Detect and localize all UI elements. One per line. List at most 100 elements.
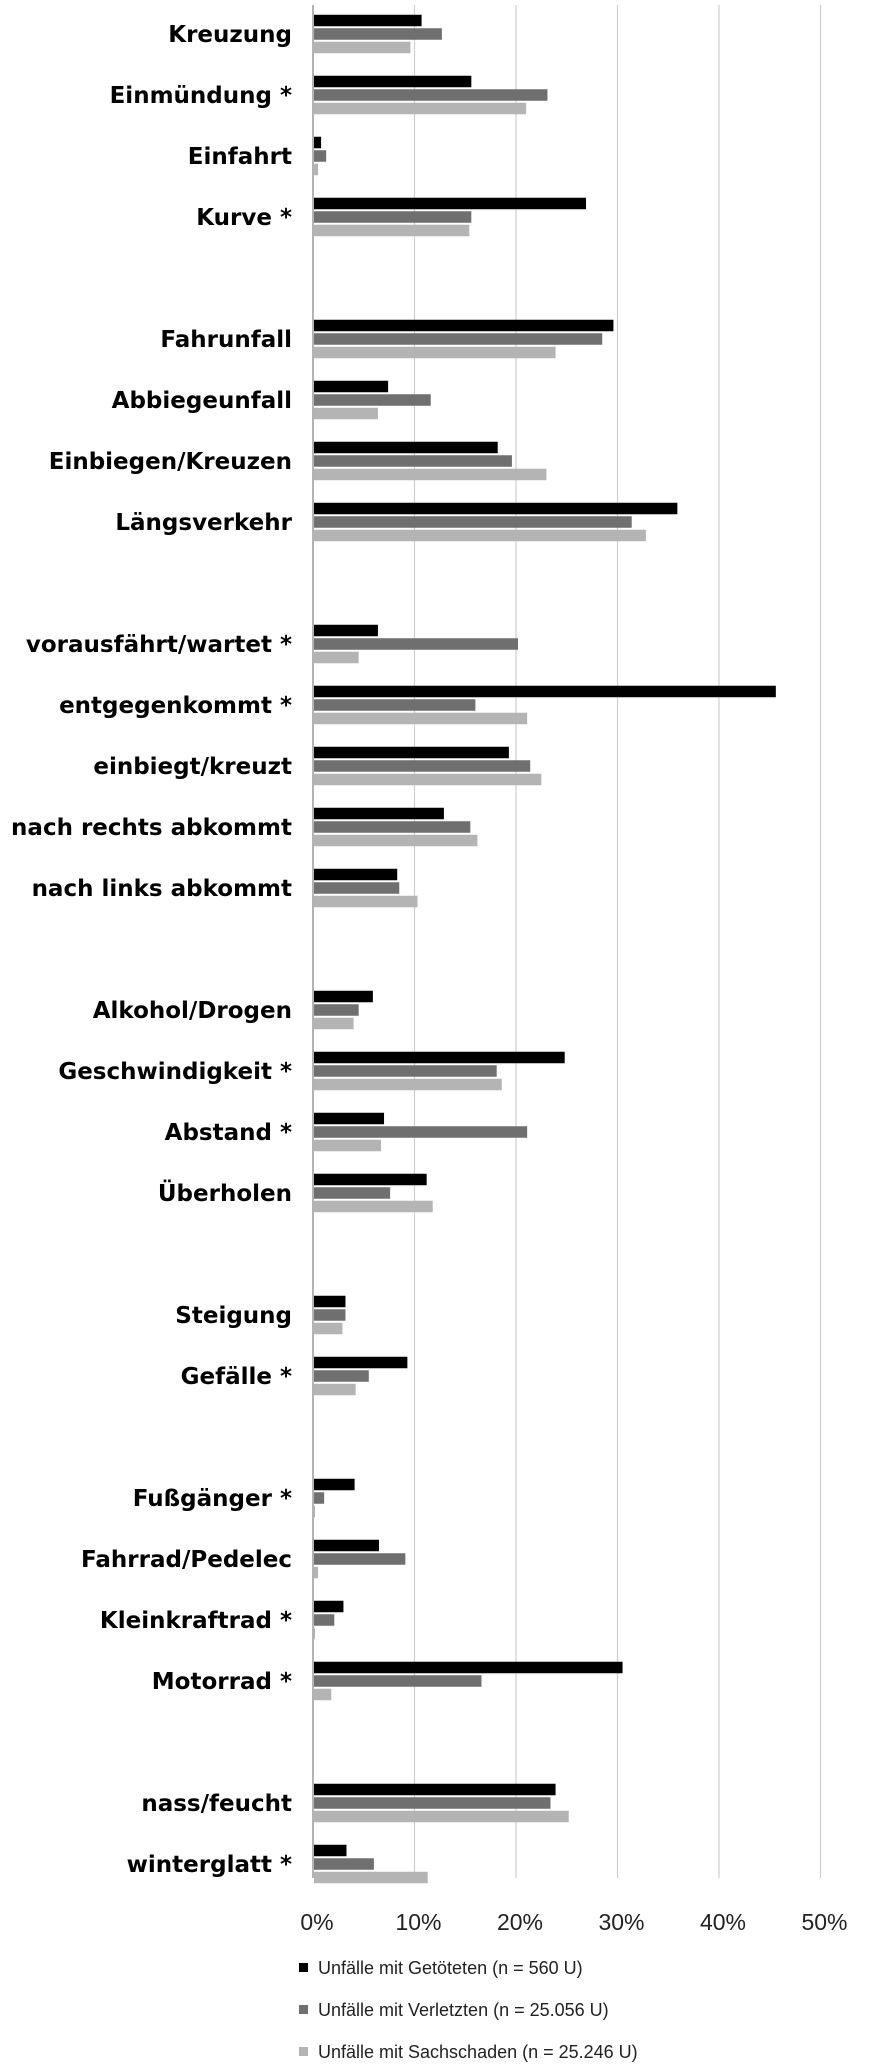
x-tick-label: 10% [395, 1909, 441, 1935]
bar-series-3 [314, 1627, 316, 1640]
bar-series-2 [314, 1065, 497, 1077]
bar-series-3 [314, 346, 556, 359]
bar-series-1 [314, 1600, 344, 1613]
bar-series-2 [314, 1492, 325, 1504]
bar-series-2 [314, 821, 471, 833]
bar-series-3 [314, 468, 547, 481]
bar-series-1 [314, 746, 509, 759]
category-label: entgegenkommt * [59, 693, 292, 719]
category-label: Einmündung * [110, 83, 292, 109]
bar-series-2 [314, 211, 472, 223]
bar-series-2 [314, 1614, 335, 1626]
category-label: nach rechts abkommt [11, 815, 292, 841]
bar-series-2 [314, 516, 632, 528]
bar-series-2 [314, 1309, 346, 1321]
bar-series-2 [314, 1553, 406, 1565]
bar-series-1 [314, 1112, 385, 1125]
bar-series-3 [314, 224, 470, 237]
category-label: Steigung [175, 1303, 292, 1329]
bar-series-2 [314, 882, 400, 894]
bar-series-2 [314, 89, 548, 101]
bars [314, 14, 776, 1884]
category-label: vorausfährt/wartet * [26, 632, 292, 658]
bar-series-1 [314, 380, 389, 393]
bar-series-1 [314, 1295, 346, 1308]
category-label: Kurve * [196, 205, 292, 231]
bar-series-1 [314, 1051, 565, 1064]
bar-series-3 [314, 1139, 381, 1152]
category-label: Fußgänger * [133, 1486, 292, 1512]
legend-label: Unfälle mit Getöteten (n = 560 U) [318, 1958, 583, 1978]
x-tick-label: 0% [300, 1909, 333, 1935]
category-label: Fahrunfall [160, 327, 292, 353]
legend-label: Unfälle mit Sachschaden (n = 25.246 U) [318, 2042, 638, 2062]
bar-series-3 [314, 1200, 433, 1213]
bar-series-2 [314, 638, 519, 650]
bar-series-2 [314, 150, 327, 162]
category-labels: Kreuzung Einmündung * Einfahrt Kurve * Fahru… [11, 22, 293, 1878]
category-label: einbiegt/kreuzt [93, 754, 292, 780]
bar-series-2 [314, 699, 476, 711]
bar-series-3 [314, 102, 527, 115]
bar-series-1 [314, 868, 398, 881]
legend-swatch [299, 2005, 308, 2014]
bar-series-1 [314, 197, 587, 210]
grid-lines [312, 5, 822, 1878]
bar-series-2 [314, 1858, 374, 1870]
category-label: Abstand * [165, 1120, 292, 1146]
x-tick-label: 30% [598, 1909, 644, 1935]
category-label: Alkohol/Drogen [93, 998, 292, 1024]
category-label: winterglatt * [127, 1852, 292, 1878]
legend-swatch [299, 1963, 308, 1972]
bar-series-3 [314, 529, 646, 542]
bar-series-1 [314, 319, 614, 332]
x-tick-label: 40% [700, 1909, 746, 1935]
bar-series-2 [314, 760, 531, 772]
bar-series-2 [314, 394, 431, 406]
bar-series-2 [314, 1370, 369, 1382]
bar-series-1 [314, 441, 498, 454]
bar-series-3 [314, 1017, 354, 1030]
bar-series-3 [314, 41, 411, 54]
bar-series-3 [314, 1078, 502, 1091]
legend-swatch [299, 2047, 308, 2056]
bar-series-2 [314, 28, 442, 40]
bar-series-1 [314, 1844, 347, 1857]
category-label: Überholen [158, 1179, 292, 1207]
category-label: Kreuzung [168, 22, 292, 48]
bar-series-1 [314, 1173, 427, 1186]
bar-series-1 [314, 14, 422, 27]
category-label: Gefälle * [181, 1364, 292, 1390]
bar-series-3 [314, 1810, 569, 1823]
bar-series-3 [314, 1688, 332, 1701]
legend-label: Unfälle mit Verletzten (n = 25.056 U) [318, 2000, 609, 2020]
bar-series-2 [314, 1797, 551, 1809]
bar-series-3 [314, 712, 528, 725]
bar-series-2 [314, 1126, 528, 1138]
bar-series-1 [314, 1539, 379, 1552]
bar-series-3 [314, 1566, 319, 1579]
x-tick-label: 50% [801, 1909, 847, 1935]
bar-series-1 [314, 624, 378, 637]
category-label: nach links abkommt [32, 876, 292, 902]
bar-series-1 [314, 136, 322, 149]
category-label: Abbiegeunfall [112, 388, 292, 414]
bar-series-2 [314, 1675, 482, 1687]
category-label: Motorrad * [152, 1669, 292, 1695]
bar-series-1 [314, 990, 373, 1003]
category-label: Fahrrad/Pedelec [81, 1547, 292, 1573]
bar-series-1 [314, 1356, 408, 1369]
bar-series-3 [314, 1383, 356, 1396]
x-tick-label: 20% [497, 1909, 543, 1935]
category-label: Kleinkraftrad * [100, 1608, 292, 1634]
category-label: Einbiegen/Kreuzen [49, 449, 292, 475]
bar-series-3 [314, 834, 478, 847]
bar-series-1 [314, 1478, 355, 1491]
bar-series-3 [314, 895, 418, 908]
bar-series-1 [314, 502, 678, 515]
bar-series-1 [314, 1661, 623, 1674]
bar-series-2 [314, 455, 512, 467]
bar-series-1 [314, 685, 776, 698]
bar-series-1 [314, 1783, 556, 1796]
